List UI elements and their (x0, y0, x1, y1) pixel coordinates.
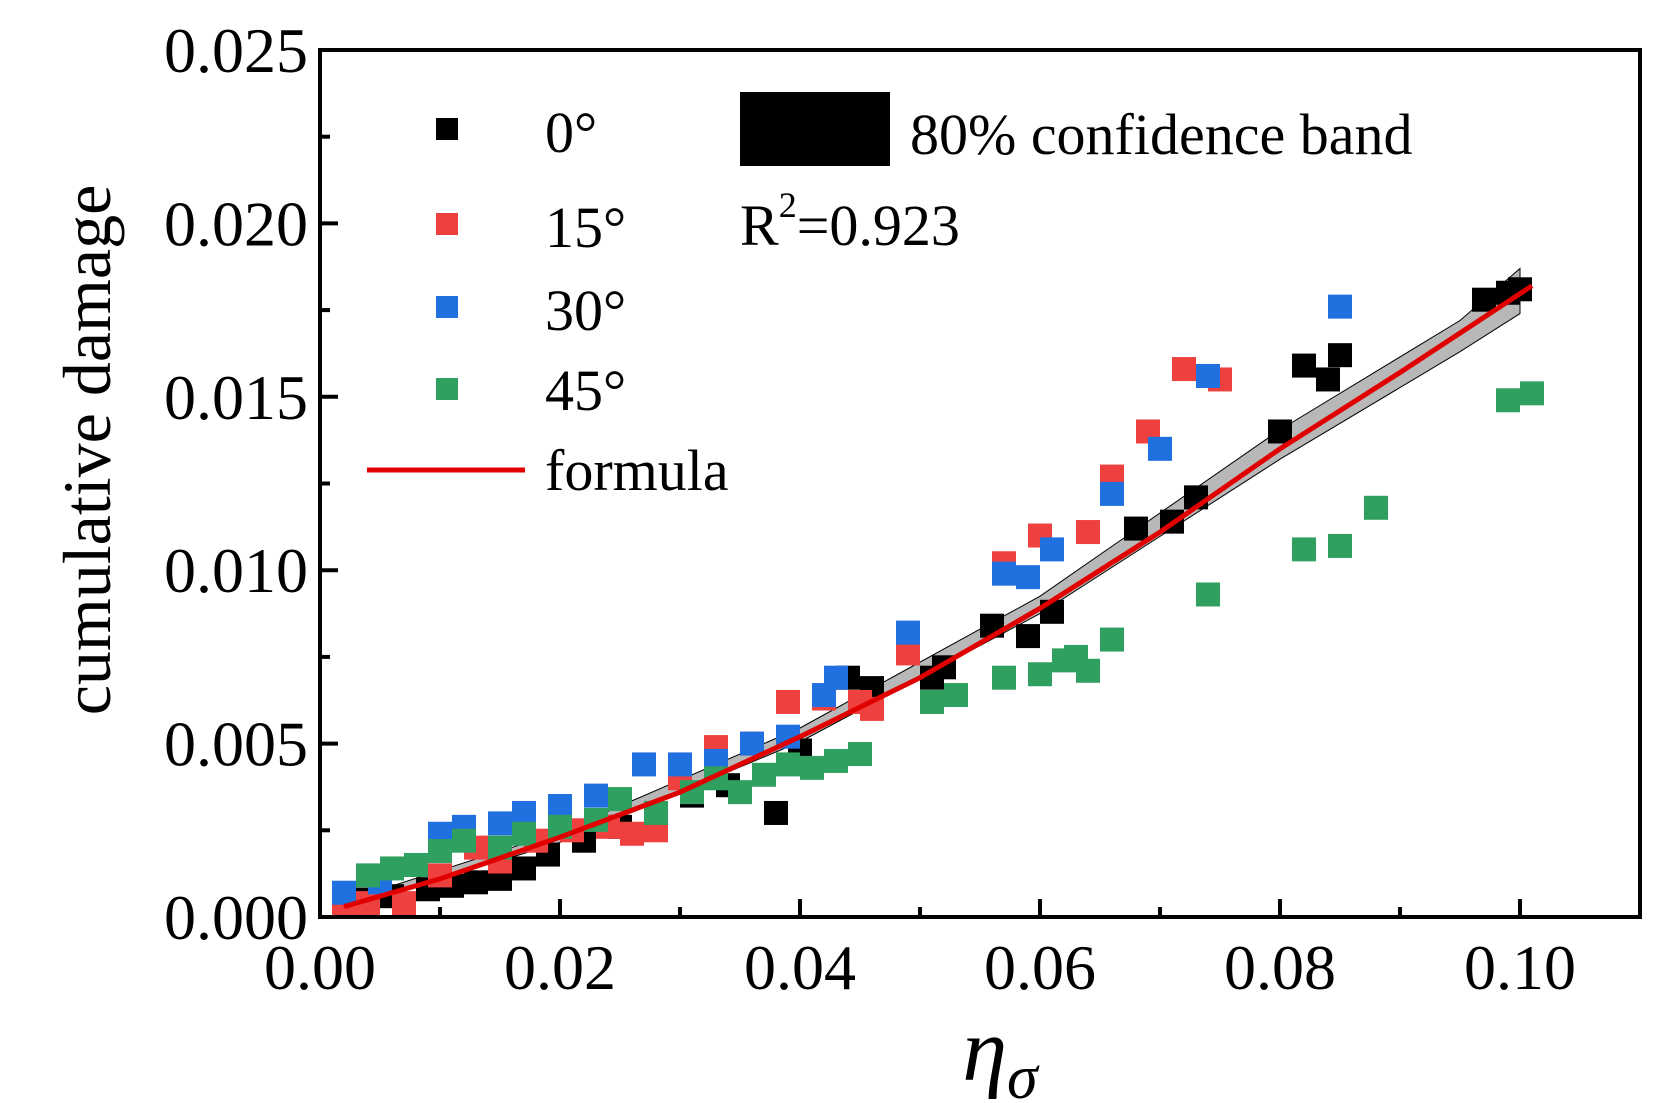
point-series-3-15 (776, 752, 800, 777)
x-tick-label-2: 0.04 (744, 932, 856, 1003)
point-series-3-32 (1520, 381, 1544, 406)
point-series-3-4 (452, 828, 476, 853)
point-series-1-18 (896, 641, 920, 666)
point-series-3-0 (356, 863, 380, 888)
x-tick-label-1: 0.02 (504, 932, 616, 1003)
legend-label-0deg: 0° (545, 100, 597, 165)
point-series-3-22 (1028, 662, 1052, 687)
legend: 0° 15° 30° 45° formula 80% confidence ba… (367, 92, 1412, 503)
x-tick-label-3: 0.06 (984, 932, 1096, 1003)
y-tick-label-4: 0.020 (164, 188, 308, 259)
point-series-2-0 (332, 880, 356, 905)
point-series-2-23 (1328, 294, 1352, 319)
legend-marker-15deg (436, 213, 458, 235)
point-series-3-17 (824, 748, 848, 773)
point-series-2-5 (488, 811, 512, 836)
point-series-3-27 (1196, 582, 1220, 607)
point-series-3-2 (404, 852, 428, 877)
y-tick-label-0: 0.000 (164, 882, 308, 953)
fit-curve (343, 283, 1534, 910)
x-tick-label-5: 0.10 (1464, 932, 1576, 1003)
point-series-3-26 (1100, 627, 1124, 652)
point-series-3-25 (1076, 658, 1100, 683)
point-series-3-30 (1364, 495, 1388, 520)
point-series-3-16 (800, 755, 824, 780)
point-series-3-28 (1292, 537, 1316, 562)
y-tick-label-1: 0.005 (164, 709, 308, 780)
point-series-3-29 (1328, 533, 1352, 558)
point-series-3-9 (608, 787, 632, 812)
legend-label-30deg: 30° (545, 278, 626, 343)
point-series-0-30 (1472, 287, 1496, 312)
point-series-3-1 (380, 856, 404, 881)
legend-label-confidence-band: 80% confidence band (910, 102, 1412, 167)
point-series-2-20 (1100, 481, 1124, 506)
point-series-0-5 (464, 870, 488, 895)
point-series-3-13 (728, 780, 752, 805)
point-series-0-21 (1016, 624, 1040, 649)
point-series-1-2 (392, 891, 416, 916)
point-series-2-6 (512, 800, 536, 825)
point-series-2-19 (1040, 537, 1064, 562)
point-series-2-16 (896, 620, 920, 645)
point-series-0-29 (1328, 343, 1352, 368)
point-series-2-18 (1016, 565, 1040, 590)
point-series-0-27 (1292, 353, 1316, 378)
point-series-1-9 (620, 821, 644, 846)
point-series-1-24 (1172, 357, 1196, 382)
legend-marker-0deg (436, 118, 458, 140)
series-2 (332, 294, 1352, 905)
legend-marker-45deg (436, 378, 458, 400)
x-axis-subscript: σ (1007, 1044, 1040, 1103)
point-series-2-9 (632, 752, 656, 777)
point-series-0-23 (1124, 516, 1148, 541)
point-series-0-26 (1268, 419, 1292, 444)
series-3 (356, 381, 1544, 888)
point-series-2-22 (1196, 363, 1220, 388)
point-series-3-3 (428, 839, 452, 864)
r-squared-annotation: R2=0.923 (740, 185, 960, 258)
ticks-layer: 0.00 0.02 0.04 0.06 0.08 0.10 0.000 0.005 0.010 0… (164, 15, 1642, 1003)
legend-label-45deg: 45° (545, 358, 626, 423)
point-series-3-19 (920, 689, 944, 714)
point-series-2-8 (584, 783, 608, 808)
legend-label-formula: formula (545, 438, 729, 503)
legend-marker-confidence-band (740, 92, 890, 166)
x-tick-label-4: 0.08 (1224, 932, 1336, 1003)
point-series-2-21 (1148, 436, 1172, 461)
x-tick-label-0: 0.00 (264, 932, 376, 1003)
point-series-3-6 (512, 821, 536, 846)
point-series-3-14 (752, 762, 776, 787)
point-series-2-10 (668, 752, 692, 777)
point-series-1-21 (1076, 520, 1100, 545)
point-series-2-12 (740, 731, 764, 756)
x-axis-symbol: η (962, 1001, 1007, 1100)
point-series-0-28 (1316, 367, 1340, 392)
point-series-0-14 (764, 800, 788, 825)
point-series-3-21 (992, 665, 1016, 690)
y-axis-title: cumulative damage (49, 185, 125, 716)
y-tick-label-3: 0.015 (164, 362, 308, 433)
point-series-3-31 (1496, 388, 1520, 413)
y-tick-label-2: 0.010 (164, 535, 308, 606)
point-series-1-14 (776, 689, 800, 714)
point-series-2-15 (824, 665, 848, 690)
point-series-3-20 (944, 683, 968, 708)
point-series-2-7 (548, 794, 572, 819)
point-series-2-17 (992, 561, 1016, 586)
legend-label-15deg: 15° (545, 195, 626, 260)
legend-marker-30deg (436, 296, 458, 318)
point-series-3-18 (848, 742, 872, 767)
y-tick-label-5: 0.025 (164, 15, 308, 86)
x-axis-title: ησ (962, 1001, 1040, 1103)
fit-layer (343, 283, 1534, 910)
point-series-0-7 (512, 856, 536, 881)
